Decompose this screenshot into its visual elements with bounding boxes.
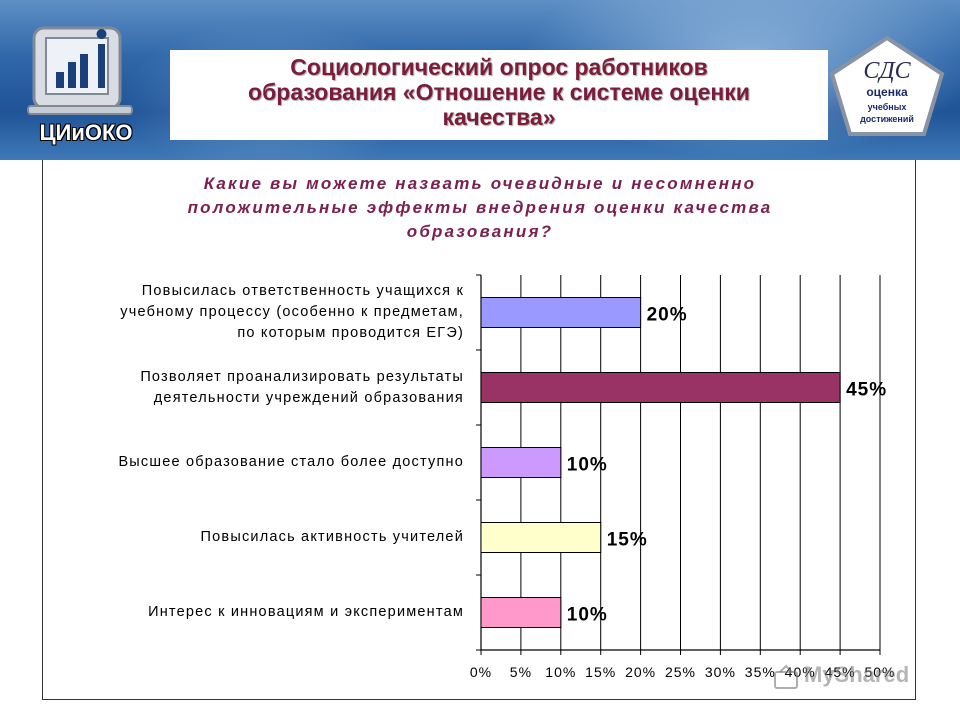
sds-logo-mark: СДС: [863, 58, 911, 84]
data-label: 10%: [567, 455, 608, 476]
bar: [480, 447, 562, 478]
x-tick-label: 30%: [705, 664, 736, 680]
bar: [480, 522, 602, 553]
x-tick-label: 35%: [745, 664, 776, 680]
title-box: Социологический опрос работников образов…: [170, 50, 828, 140]
data-label: 15%: [607, 530, 648, 551]
category-label: Повысилась ответственность учащихся к уч…: [120, 283, 464, 341]
x-tick-label: 50%: [864, 664, 895, 680]
sds-logo: СДС оценка учебных достижений: [828, 34, 946, 138]
bar: [480, 372, 841, 403]
x-tick-label: 25%: [665, 664, 696, 680]
data-label: 20%: [647, 305, 688, 326]
category-label: Повысилась активность учителей: [200, 529, 464, 545]
category-label: Высшее образование стало более доступно: [118, 454, 464, 470]
sds-logo-word: оценка: [866, 85, 908, 99]
sds-logo-word: учебных: [868, 102, 907, 112]
page-title: Социологический опрос работников образов…: [248, 54, 750, 130]
ciioko-logo-text: ЦИиОКО: [39, 120, 133, 145]
bar: [480, 297, 642, 328]
x-tick-label: 15%: [585, 664, 616, 680]
bar: [480, 597, 562, 628]
sds-logo-word: достижений: [860, 114, 914, 124]
x-tick-label: 5%: [510, 664, 532, 680]
x-tick-label: 20%: [625, 664, 656, 680]
x-tick-label: 0%: [470, 664, 492, 680]
data-label: 45%: [846, 380, 887, 401]
ciioko-logo: ЦИиОКО: [24, 20, 144, 156]
x-tick-label: 45%: [825, 664, 856, 680]
watermark-text: MyShared: [804, 662, 910, 687]
chart-title: Какие вы можете назвать очевидные и несо…: [187, 174, 773, 241]
watermark: MyShared: [770, 662, 909, 688]
x-tick-label: 10%: [545, 664, 576, 680]
content-frame: [42, 160, 916, 700]
data-label: 10%: [567, 605, 608, 626]
category-label: Позволяет проанализировать результаты де…: [140, 368, 464, 406]
watermark-icon: [774, 664, 798, 689]
sds-logo-icon: СДС оценка учебных достижений: [829, 35, 945, 136]
category-label: Интерес к инновациям и экспериментам: [148, 604, 464, 620]
ciioko-logo-icon: [27, 26, 133, 115]
x-tick-label: 40%: [785, 664, 816, 680]
